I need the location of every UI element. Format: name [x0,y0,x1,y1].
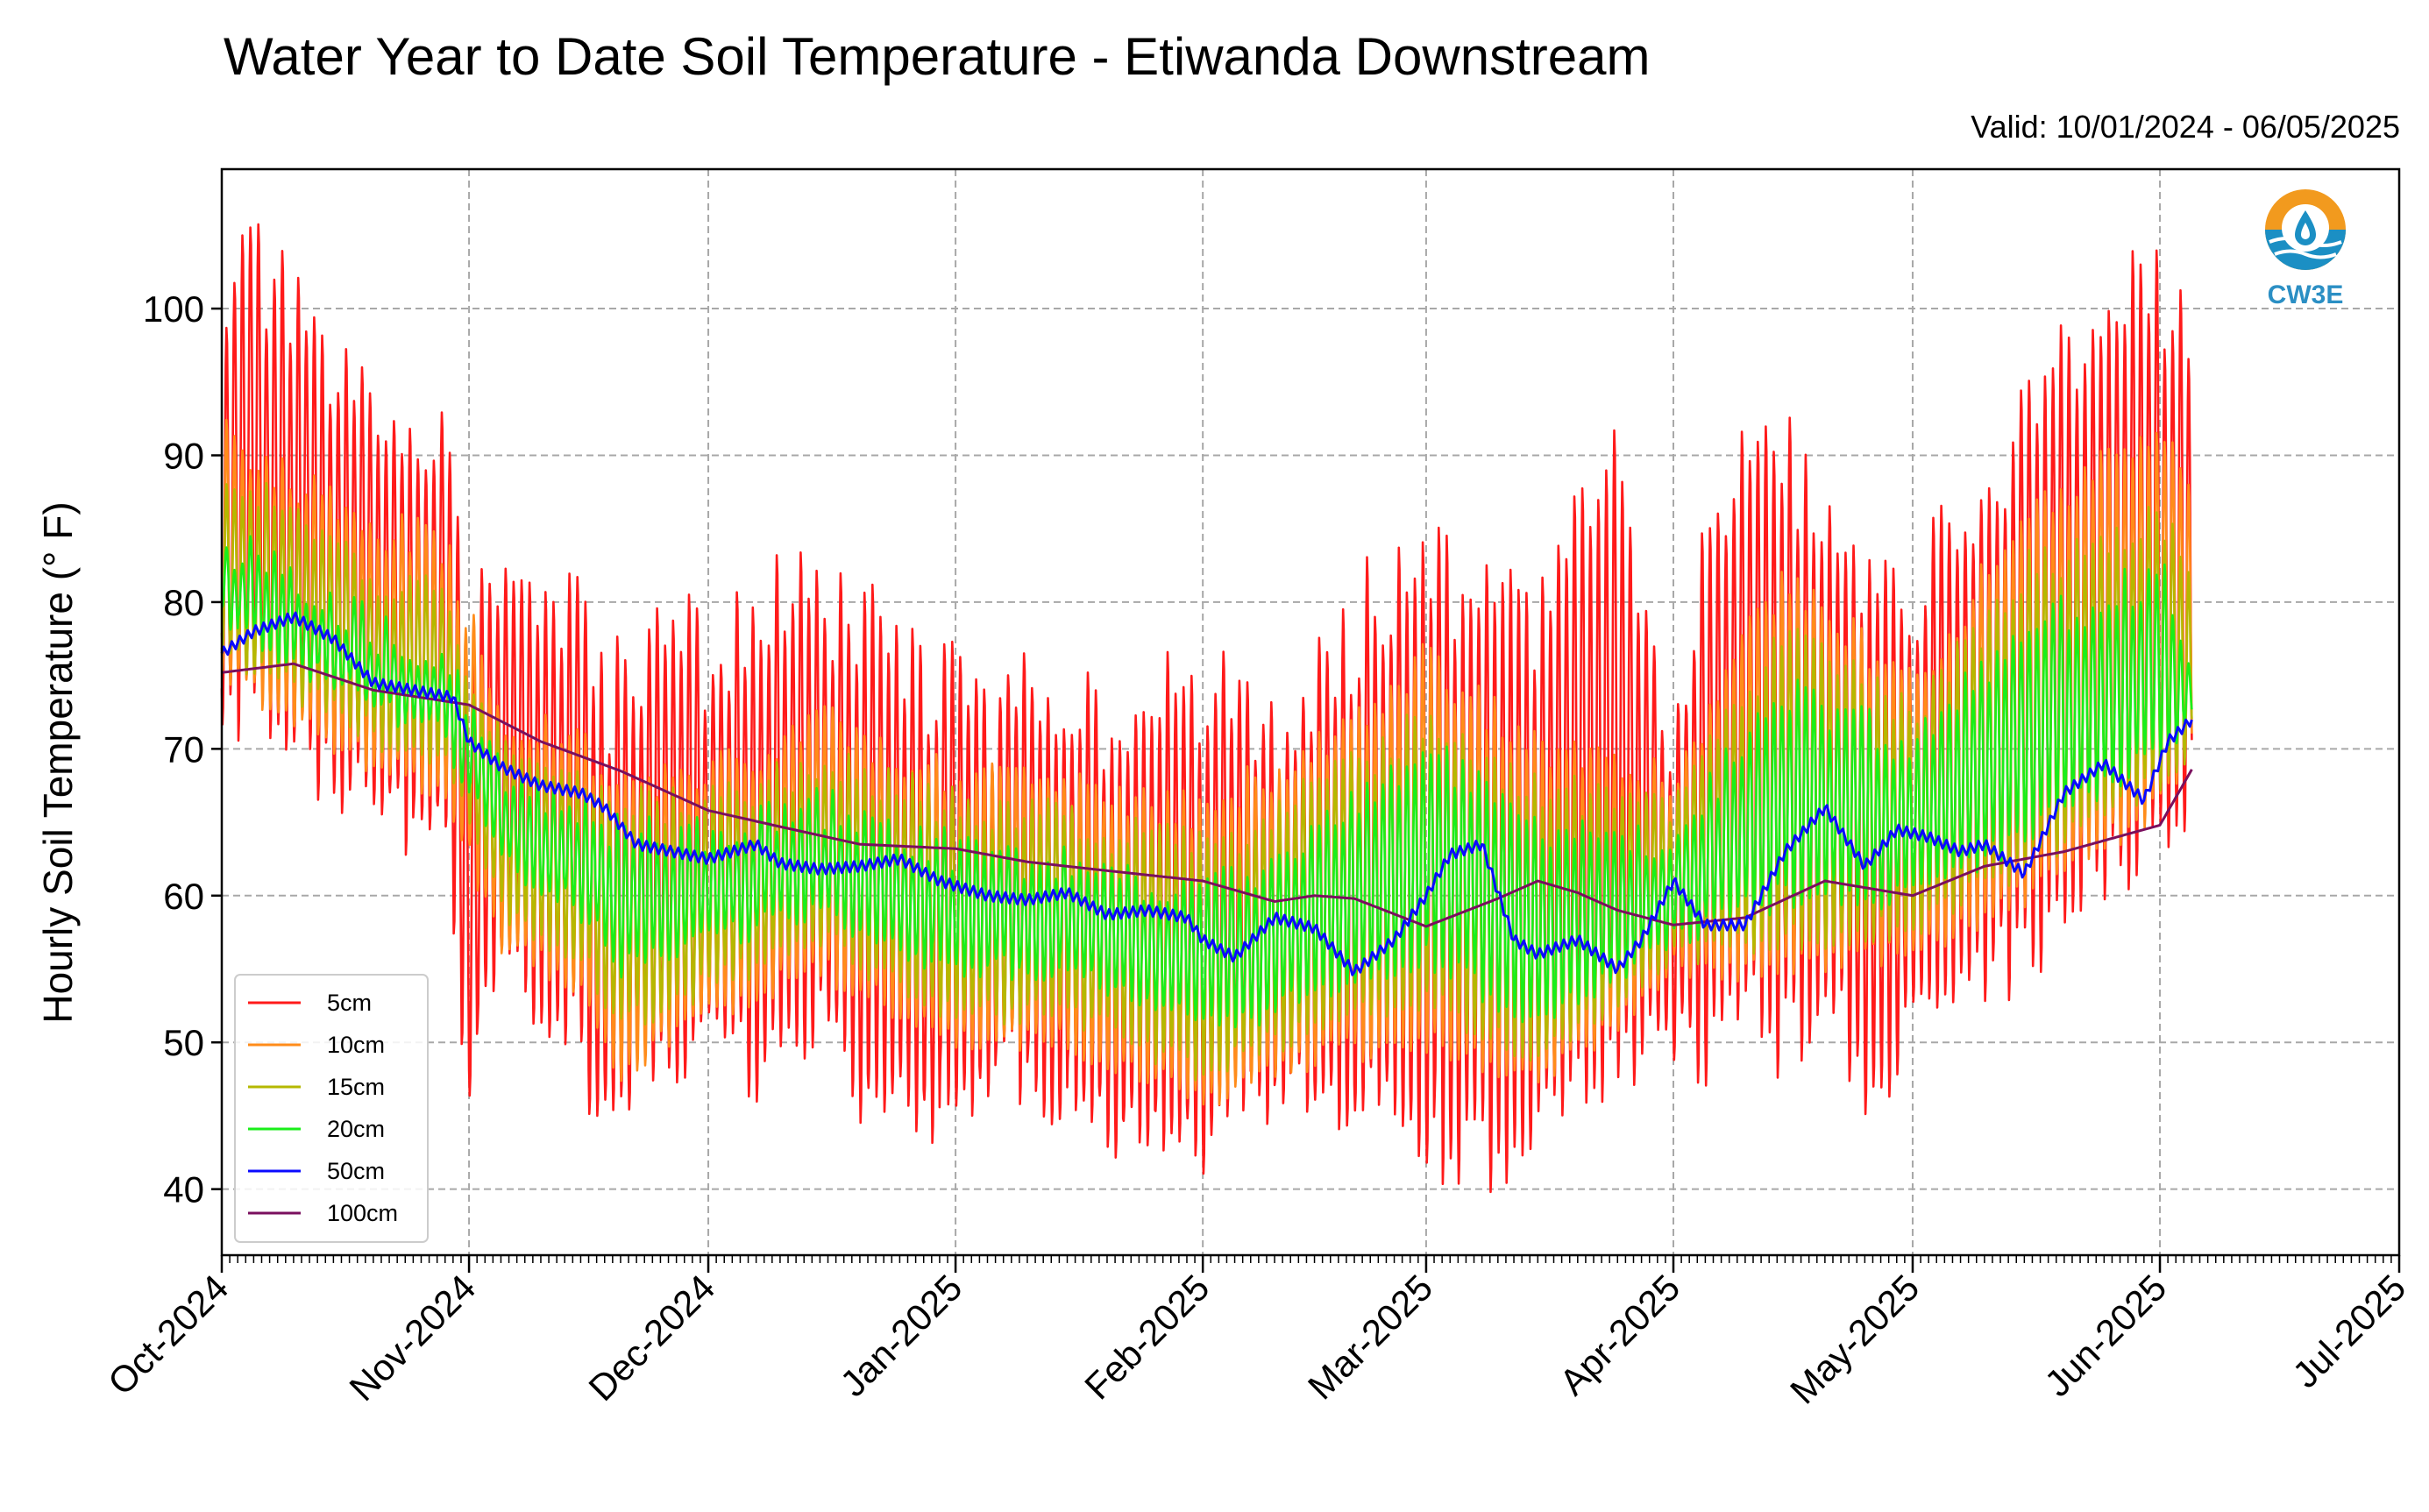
legend[interactable]: 5cm 10cm 15cm 20cm 50cm 100cm [234,974,429,1243]
axis-ticks [211,307,2401,1273]
water-drop-circle-icon [2265,189,2346,270]
x-tick-label: Nov-2024 [341,1267,483,1409]
y-tick-label: 50 [163,1022,204,1063]
logo-text: CW3E [2267,280,2344,309]
series-line-20cm [220,535,2193,1029]
cw3e-logo: CW3E [2257,186,2354,317]
series-line-5cm [220,223,2193,1194]
x-tick-label: May-2025 [1782,1267,1927,1411]
x-tick-label: Feb-2025 [1076,1267,1217,1407]
legend-label-10cm: 10cm [327,1032,385,1058]
y-axis-label: Hourly Soil Temperature (° F) [35,501,81,1024]
x-tick-label: Jul-2025 [2284,1267,2413,1395]
y-tick-label: 80 [163,582,204,623]
y-tick-label: 100 [143,288,204,330]
y-tick-label: 40 [163,1169,204,1210]
x-tick-label: Jan-2025 [832,1267,969,1404]
legend-label-15cm: 15cm [327,1074,385,1100]
legend-label-50cm: 50cm [327,1158,385,1184]
x-tick-label: Mar-2025 [1300,1267,1440,1407]
legend-label-100cm: 100cm [327,1200,398,1226]
chart-title: Water Year to Date Soil Temperature - Et… [224,27,1651,86]
y-tick-label: 70 [163,728,204,770]
x-tick-label: Oct-2024 [100,1267,236,1402]
legend-label-20cm: 20cm [327,1116,385,1142]
legend-label-5cm: 5cm [327,990,372,1016]
series-line-100cm [221,662,2193,928]
series-lines [220,223,2193,1194]
grid-lines [221,169,2400,1255]
legend-box [234,974,429,1243]
plot-frame [220,167,2401,1257]
series-line-50cm [220,611,2193,976]
x-tick-label: Apr-2025 [1552,1267,1687,1402]
y-tick-label: 90 [163,435,204,476]
x-tick-label: Dec-2024 [580,1267,722,1409]
valid-date-range: Valid: 10/01/2024 - 06/05/2025 [1971,109,2400,145]
x-tick-label: Jun-2025 [2036,1267,2174,1404]
y-tick-label: 60 [163,876,204,917]
